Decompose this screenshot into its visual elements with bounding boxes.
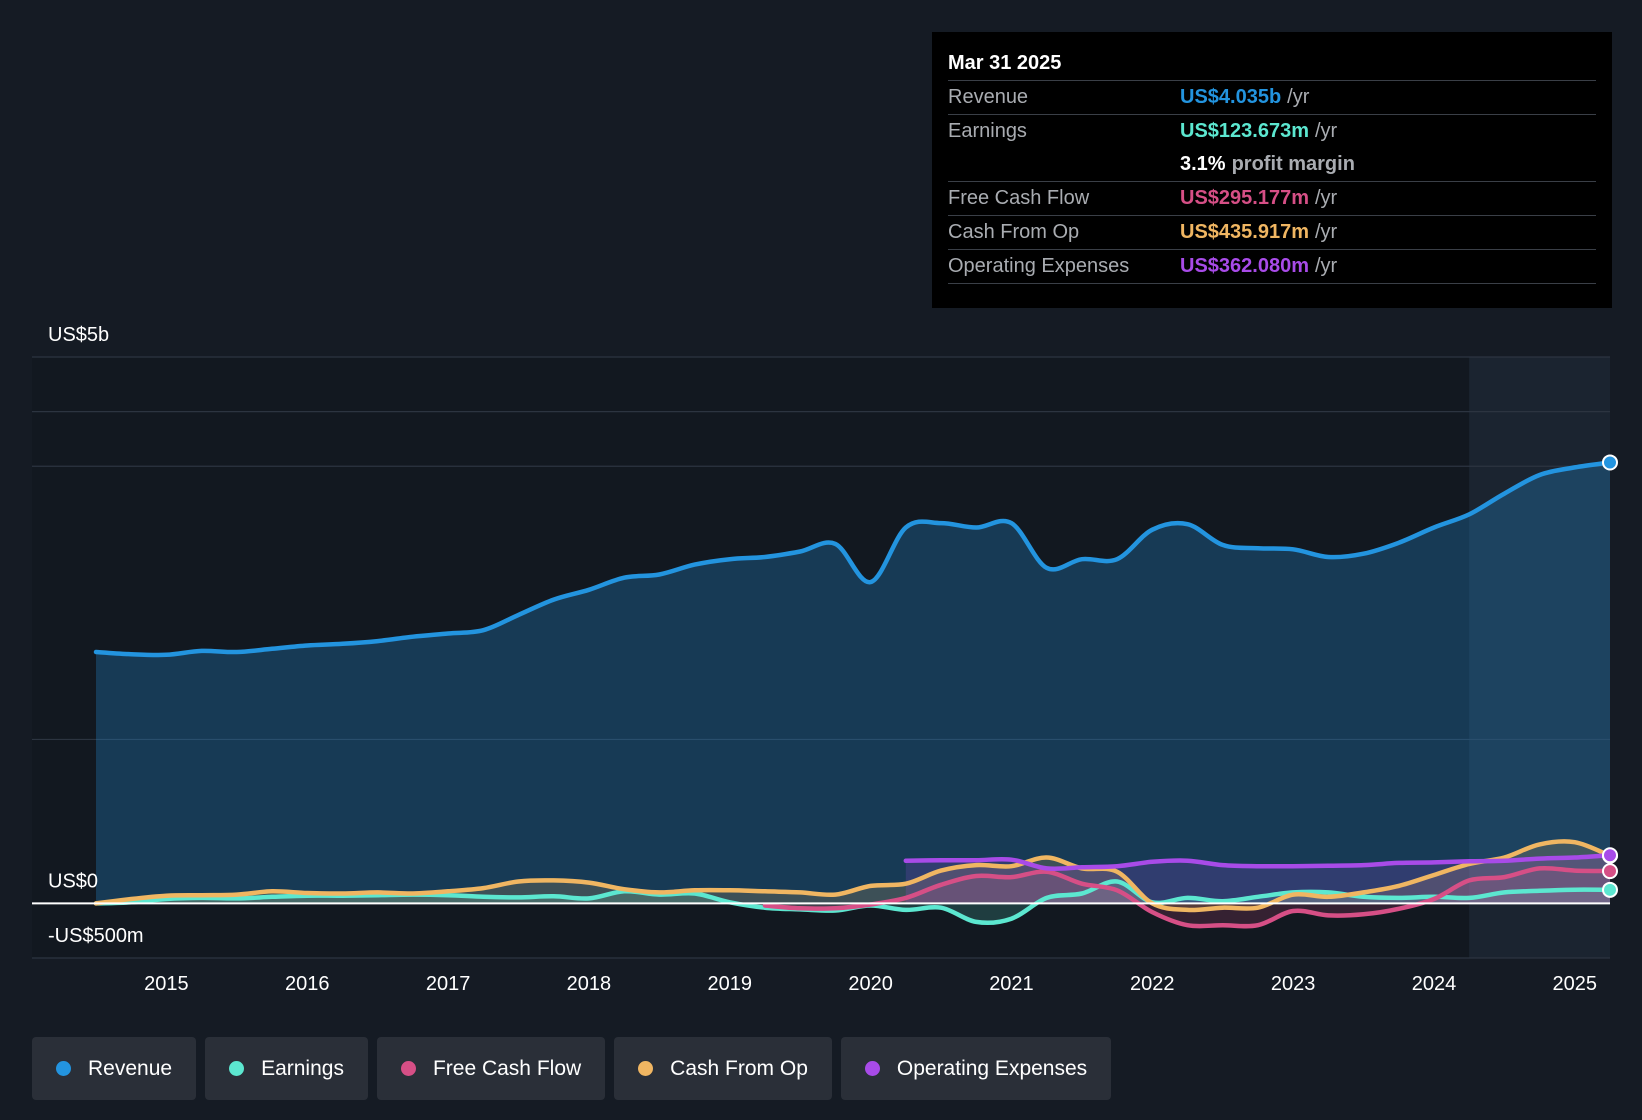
tooltip-unit: /yr: [1314, 221, 1338, 243]
x-tick-label: 2021: [989, 973, 1034, 995]
tooltip-value: US$362.080m: [1180, 255, 1309, 277]
legend-dot-icon: [229, 1061, 245, 1076]
legend-item-earnings[interactable]: Earnings: [205, 1037, 368, 1100]
tooltip-row-operating-expenses: Operating Expenses US$362.080m /yr: [948, 250, 1596, 284]
x-tick-label: 2022: [1130, 973, 1175, 995]
legend-label: Revenue: [88, 1056, 173, 1080]
end-point-free-cash-flow: [1602, 863, 1618, 880]
legend-label: Free Cash Flow: [432, 1056, 582, 1080]
chart-legend: Revenue Earnings Free Cash Flow Cash Fro…: [32, 1037, 1112, 1100]
tooltip-label: Free Cash Flow: [948, 187, 1090, 209]
legend-dot-icon: [638, 1061, 654, 1076]
legend-dot-icon: [400, 1061, 416, 1076]
tooltip-value: US$4.035b: [1180, 86, 1282, 108]
tooltip-unit: /yr: [1287, 86, 1310, 108]
legend-item-free-cash-flow[interactable]: Free Cash Flow: [376, 1037, 606, 1100]
legend-item-revenue[interactable]: Revenue: [32, 1037, 197, 1100]
line-free-cash-flow: [762, 865, 1613, 929]
series-areas: [96, 462, 1610, 927]
y-axis-top-label: US$5b: [48, 324, 109, 346]
x-tick-label: 2020: [848, 973, 893, 995]
profit-margin-value: 3.1%: [1180, 153, 1226, 175]
area-free-cash-flow: [765, 868, 1610, 927]
x-tick-label: 2024: [1412, 973, 1457, 995]
x-tick-label: 2016: [285, 973, 330, 995]
y-axis-zero-label: US$0: [48, 870, 98, 892]
tooltip-value: US$295.177m: [1180, 187, 1309, 209]
tooltip-label: Revenue: [948, 86, 1029, 108]
tooltip-value: US$435.917m: [1180, 221, 1309, 243]
tooltip-unit: /yr: [1314, 187, 1338, 209]
profit-margin-label: profit margin: [1231, 153, 1355, 175]
grid-lines: [32, 356, 1610, 959]
tooltip-unit: /yr: [1314, 120, 1338, 142]
tooltip-date: Mar 31 2025: [948, 46, 1596, 81]
tooltip-unit: /yr: [1314, 255, 1338, 277]
tooltip-row-profit-margin: 3.1% profit margin: [948, 148, 1596, 182]
legend-item-cash-from-op[interactable]: Cash From Op: [614, 1037, 832, 1100]
tooltip-row-revenue: Revenue US$4.035b /yr: [948, 81, 1596, 115]
line-cash-from-op: [93, 839, 1613, 913]
tooltip-row-free-cash-flow: Free Cash Flow US$295.177m /yr: [948, 182, 1596, 216]
line-revenue: [93, 460, 1613, 658]
legend-item-operating-expenses[interactable]: Operating Expenses: [840, 1037, 1112, 1100]
x-tick-label: 2018: [567, 973, 612, 995]
end-point-revenue: [1602, 454, 1618, 471]
x-tick-label: 2015: [144, 973, 189, 995]
area-earnings: [96, 881, 1610, 923]
y-axis-bottom-label: -US$500m: [48, 925, 144, 947]
tooltip-row-cash-from-op: Cash From Op US$435.917m /yr: [948, 216, 1596, 250]
tooltip-label: Earnings: [948, 120, 1027, 142]
series-lines: [93, 460, 1613, 929]
tooltip-label: Operating Expenses: [948, 255, 1130, 277]
end-point-operating-expenses: [1602, 847, 1618, 864]
tooltip-value: US$123.673m: [1180, 120, 1309, 142]
legend-dot-icon: [864, 1061, 880, 1076]
series-end-points: [1602, 454, 1618, 898]
legend-label: Cash From Op: [670, 1056, 808, 1080]
area-revenue: [96, 462, 1610, 904]
x-tick-label: 2017: [426, 973, 471, 995]
line-operating-expenses: [903, 853, 1613, 872]
end-point-earnings: [1602, 881, 1618, 898]
plot-background: [32, 357, 1610, 958]
x-tick-label: 2025: [1553, 973, 1598, 995]
x-tick-label: 2023: [1271, 973, 1316, 995]
tooltip-row-earnings: Earnings US$123.673m /yr: [948, 115, 1596, 148]
area-cash-from-op: [96, 841, 1610, 911]
tooltip-label: Cash From Op: [948, 221, 1080, 243]
data-tooltip: Mar 31 2025 Revenue US$4.035b /yr Earnin…: [932, 32, 1612, 308]
legend-label: Operating Expenses: [896, 1056, 1088, 1080]
legend-label: Earnings: [261, 1056, 344, 1080]
x-axis-ticks: 2015 2016 2017 2018 2019 2020 2021 2022 2023 2024…: [144, 973, 1597, 995]
x-tick-label: 2019: [708, 973, 753, 995]
legend-dot-icon: [56, 1061, 71, 1076]
